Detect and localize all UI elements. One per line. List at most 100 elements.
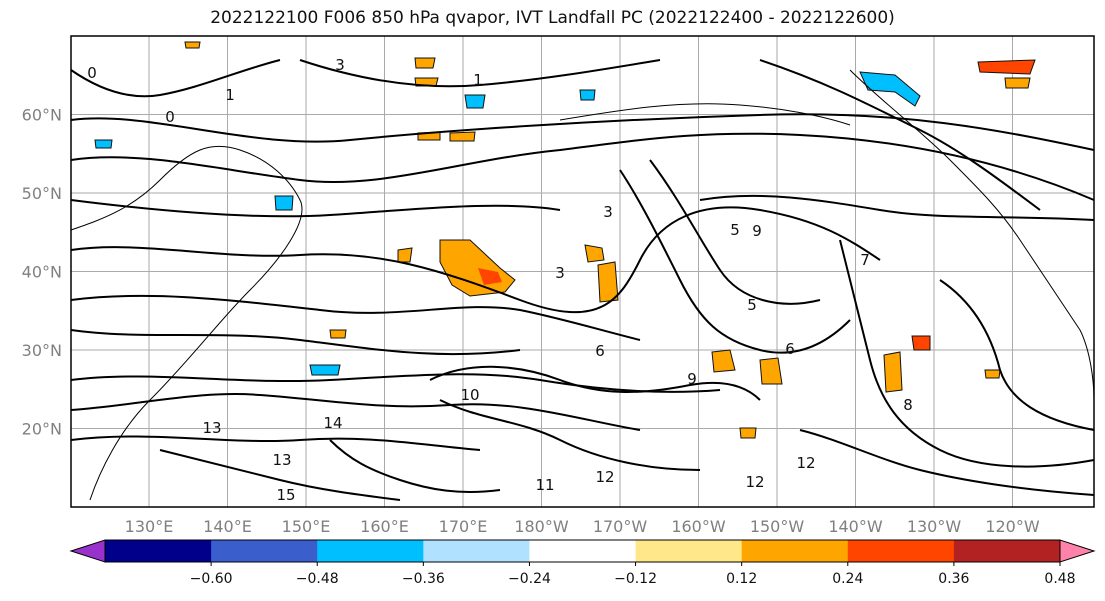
colorbar-bin — [211, 540, 318, 562]
contour-line — [839, 239, 1095, 468]
contour-label: 10 — [460, 386, 479, 404]
contour-label: 3 — [555, 264, 565, 282]
latitude-label: 40°N — [22, 263, 62, 282]
colorbar-tick-label: −0.48 — [296, 571, 339, 587]
colorbar-bin — [529, 540, 637, 562]
shade-patch-warm — [397, 247, 413, 263]
contour-line — [70, 435, 481, 451]
map-panel — [70, 35, 1095, 508]
contour-line — [619, 169, 851, 354]
colorbar-tick-label: −0.36 — [402, 571, 445, 587]
contour-label: 11 — [535, 476, 554, 494]
contour-line — [70, 373, 721, 393]
contour-line — [439, 399, 701, 471]
shade-patch-cool — [274, 195, 294, 211]
coastline-north-america — [849, 69, 1095, 401]
colorbar-tick-label: 0.24 — [832, 571, 863, 587]
colorbar-tick-label: −0.12 — [614, 571, 657, 587]
contour-label: 9 — [752, 222, 762, 240]
shade-patch-warm — [759, 357, 783, 385]
latitude-label: 20°N — [22, 420, 62, 439]
colorbar-bin — [105, 540, 212, 562]
contour-label: 1 — [473, 71, 483, 89]
longitude-label: 170°E — [439, 517, 488, 536]
shade-patch-hot — [478, 268, 502, 285]
colorbar-bin — [423, 540, 530, 562]
shade-patch-cool — [579, 89, 596, 101]
contour-label: 6 — [785, 340, 795, 358]
shade-patch-warm — [414, 57, 436, 69]
contour-line — [329, 439, 501, 493]
shade-patch-warm — [984, 369, 1001, 379]
coastlines — [70, 69, 1095, 501]
contour-label: 13 — [202, 419, 221, 437]
colorbar-tick-label: 0.48 — [1044, 571, 1075, 587]
shaded-anomalies — [94, 41, 1036, 439]
longitude-label: 160°W — [671, 517, 726, 536]
contour-label: 6 — [595, 342, 605, 360]
contour-label: 14 — [323, 414, 342, 432]
contour-label: 7 — [860, 251, 870, 269]
contour-label: 0 — [87, 64, 97, 82]
contour-label: 5 — [747, 296, 757, 314]
contour-line — [70, 113, 1095, 151]
colorbar-tick-label: −0.60 — [190, 571, 233, 587]
shade-patch-warm — [597, 261, 619, 303]
contour-line — [70, 206, 881, 314]
colorbar-extend-min — [69, 539, 106, 563]
colorbar-tick-label: 0.12 — [726, 571, 757, 587]
longitude-label: 150°E — [282, 517, 331, 536]
colorbar-bin — [953, 540, 1061, 562]
contour-line — [70, 132, 1095, 201]
shade-patch-cool — [94, 139, 113, 149]
shade-patch-warm — [739, 427, 757, 439]
contour-label: 8 — [903, 396, 913, 414]
longitude-label: 130°E — [125, 517, 174, 536]
contour-label: 3 — [603, 203, 613, 221]
contour-label: 12 — [595, 468, 614, 486]
longitude-label: 120°W — [985, 517, 1040, 536]
longitude-labels: 130°E 140°E 150°E 160°E 170°E 180°W 170°W 160°W… — [125, 517, 1040, 536]
contour-label: 3 — [335, 56, 345, 74]
map-frame — [70, 35, 1095, 508]
contour-line — [759, 59, 1041, 211]
colorbar-extend-max — [1059, 539, 1096, 563]
longitude-label: 140°W — [828, 517, 883, 536]
colorbar-tick-label: −0.24 — [508, 571, 551, 587]
latitude-labels: 60°N 50°N 40°N 30°N 20°N — [22, 106, 62, 439]
longitude-label: 150°W — [750, 517, 805, 536]
shade-patch-warm — [184, 41, 201, 49]
shade-patch-warm — [584, 244, 605, 263]
contour-line — [70, 199, 561, 218]
contour-line — [70, 59, 281, 98]
colorbar-frame — [104, 539, 1061, 563]
contour-line — [70, 294, 641, 341]
contour-label: 9 — [687, 370, 697, 388]
contour-label: 1 — [225, 86, 235, 104]
contour-label: 5 — [730, 221, 740, 239]
map-title: 2022122100 F006 850 hPa qvapor, IVT Land… — [210, 8, 895, 28]
latitude-label: 50°N — [22, 184, 62, 203]
contour-line — [70, 329, 521, 356]
longitude-label: 160°E — [360, 517, 409, 536]
contour-line — [70, 392, 641, 431]
shade-patch-warm — [449, 131, 476, 142]
contour-line — [699, 194, 1095, 221]
shade-patch-warm — [883, 351, 903, 393]
longitude-label: 130°W — [907, 517, 962, 536]
contour-label: 15 — [276, 486, 295, 504]
longitude-label: 170°W — [593, 517, 648, 536]
contour-line — [429, 365, 761, 401]
shade-patch-hot — [911, 335, 931, 351]
contour-line — [299, 59, 661, 88]
contour-lines — [70, 59, 1095, 501]
contour-label: 0 — [165, 108, 175, 126]
gridlines — [71, 36, 1094, 507]
shade-patch-warm — [329, 329, 347, 339]
coastline-asia — [70, 145, 303, 501]
shade-patch-cool — [464, 94, 486, 109]
colorbar-bin — [741, 540, 849, 562]
contour-label: 12 — [796, 454, 815, 472]
